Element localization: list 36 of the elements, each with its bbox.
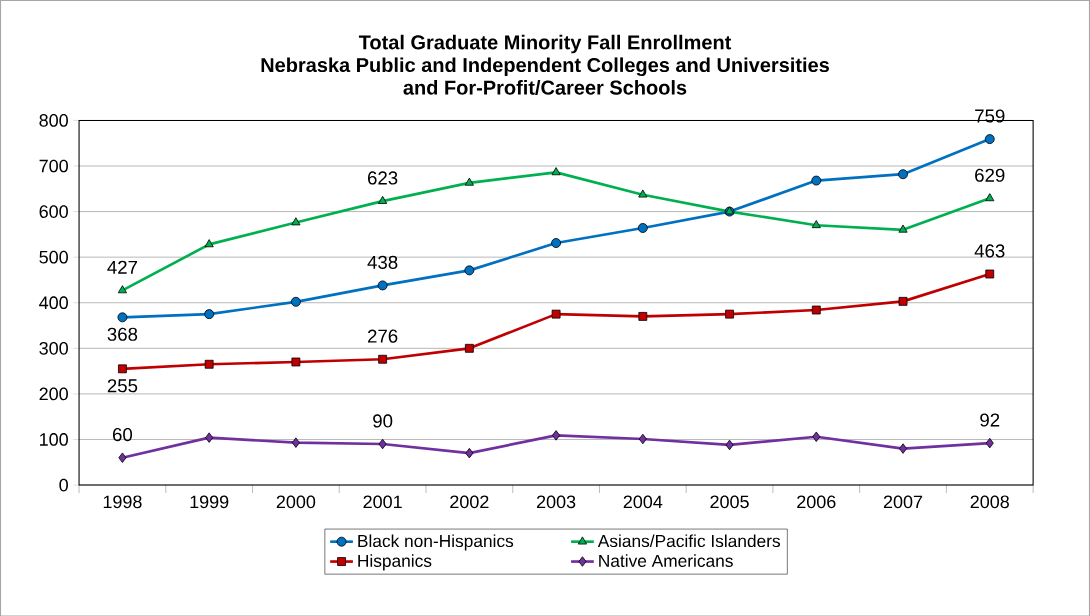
data-label: 90 — [373, 414, 393, 428]
y-tick-label: 0 — [59, 478, 68, 492]
y-tick-label: 300 — [39, 341, 68, 355]
data-label: 255 — [107, 378, 138, 393]
data-label: 276 — [368, 329, 398, 343]
data-label: 368 — [107, 327, 138, 341]
x-tick-label: 2001 — [363, 495, 402, 508]
x-tick-label: 2000 — [276, 495, 316, 508]
chart-title: Total Graduate Minority Fall Enrollment Nebraska Public and Independent Colleges and Universities and For-Profit/Career Schools — [261, 34, 829, 95]
legend-label: Hispanics — [358, 554, 432, 571]
x-tick-label: 2004 — [623, 495, 663, 508]
data-label: 60 — [112, 427, 133, 441]
y-tick-label: 400 — [39, 296, 68, 309]
legend-label: Asians/Pacific Islanders — [597, 534, 781, 547]
data-label: 92 — [980, 413, 1000, 427]
y-tick-label: 700 — [39, 159, 68, 173]
y-tick-label: 800 — [39, 113, 68, 127]
legend-label: Black non-Hispanics — [358, 534, 514, 551]
y-tick-label: 100 — [40, 432, 68, 446]
x-tick-label: 2005 — [710, 495, 749, 508]
y-tick-label: 500 — [39, 250, 68, 264]
y-tick-label: 600 — [39, 204, 68, 218]
x-tick-label: 1998 — [103, 495, 142, 508]
y-tick-label: 200 — [39, 387, 68, 401]
x-tick-label: 1999 — [190, 495, 229, 508]
x-tick-label: 2008 — [970, 495, 1009, 508]
data-label: 427 — [107, 260, 138, 274]
data-label: 623 — [368, 171, 398, 185]
x-tick-label: 2007 — [883, 495, 923, 508]
x-tick-label: 2006 — [797, 495, 836, 508]
data-label: 438 — [367, 255, 398, 269]
x-tick-label: 2003 — [536, 495, 576, 508]
x-tick-label: 2002 — [450, 495, 489, 508]
legend-label: Native Americans — [599, 554, 733, 567]
data-label: 463 — [974, 244, 1005, 258]
data-label: 629 — [975, 168, 1005, 182]
